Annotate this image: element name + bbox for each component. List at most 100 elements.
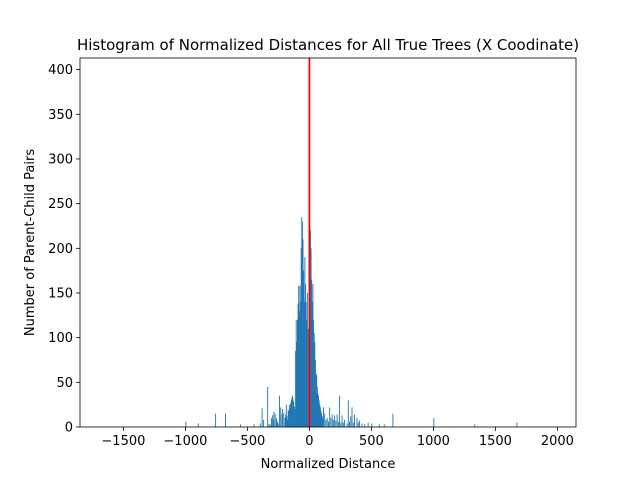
x-tick-label: 2000	[541, 434, 574, 449]
histogram-bar	[329, 407, 331, 427]
histogram-bar	[322, 418, 324, 427]
histogram-bar	[319, 404, 321, 427]
histogram-bar	[303, 301, 305, 427]
histogram-bar	[367, 422, 369, 427]
histogram-bar	[272, 415, 274, 427]
histogram-bar	[304, 257, 306, 427]
histogram-bar	[317, 393, 319, 427]
histogram-bar	[299, 285, 301, 427]
histogram-bar	[295, 319, 297, 427]
histogram-bar	[321, 413, 323, 427]
histogram-bar	[288, 410, 290, 427]
x-tick-label: 1000	[417, 434, 450, 449]
histogram-bar	[298, 285, 300, 427]
histogram-bar	[342, 422, 344, 427]
histogram-bar	[332, 419, 334, 427]
y-tick-label: 400	[48, 63, 73, 78]
histogram-bar	[297, 303, 299, 427]
y-tick-label: 300	[48, 152, 73, 167]
histogram-bar	[354, 414, 355, 427]
histogram-bar	[269, 424, 271, 427]
x-tick-label: −1000	[163, 434, 207, 449]
y-tick-label: 350	[48, 108, 73, 123]
histogram-bar	[274, 413, 276, 427]
y-tick-label: 100	[48, 331, 73, 346]
histogram-bar	[371, 423, 373, 427]
histogram-bar	[280, 407, 282, 427]
histogram-bar	[316, 386, 318, 427]
histogram-bar	[303, 270, 305, 427]
histogram-bar	[300, 301, 301, 427]
histogram-bar	[294, 409, 296, 427]
histogram-bar	[311, 301, 313, 427]
histogram-bar	[318, 400, 320, 427]
histogram-bar	[305, 301, 307, 427]
histogram-bar	[283, 412, 285, 427]
histogram-bar	[306, 319, 308, 427]
x-tick-label: 500	[359, 434, 384, 449]
histogram-bar	[289, 408, 291, 427]
chart-title: Histogram of Normalized Distances for Al…	[77, 36, 579, 54]
y-tick-label: 200	[48, 242, 73, 257]
histogram-bar	[313, 333, 315, 427]
histogram-bar	[225, 413, 226, 427]
histogram-bar	[301, 221, 303, 427]
histogram-bar	[314, 342, 316, 427]
histogram-bar	[197, 423, 199, 427]
histogram-bar	[323, 407, 324, 427]
axes: −1500 −1000 −500 0 500 1000 1500 2000 0 50 100 150 2…	[48, 57, 577, 449]
histogram-bar	[292, 395, 293, 427]
histogram-bar	[359, 420, 360, 427]
histogram-bar	[278, 423, 280, 427]
histogram-bar	[318, 395, 319, 427]
histogram-bar	[285, 414, 287, 427]
histogram-bar	[300, 248, 302, 427]
histogram-bar	[331, 414, 333, 427]
histogram-bar	[313, 319, 315, 427]
histogram-bar	[340, 422, 342, 427]
histogram-bar	[363, 424, 365, 427]
histogram-bar	[378, 424, 380, 427]
histogram-bar	[306, 292, 308, 427]
x-axis-title: Normalized Distance	[261, 457, 396, 472]
histogram-bar	[319, 407, 321, 427]
histogram-bar	[268, 424, 270, 427]
histogram-bar	[474, 424, 476, 427]
histogram-bar	[316, 375, 318, 427]
histogram-bar	[282, 409, 284, 427]
histogram-bar	[347, 400, 349, 427]
histogram-bar	[325, 419, 327, 427]
histogram-bar	[279, 395, 280, 427]
histogram-bar	[261, 408, 263, 427]
y-tick-label: 50	[56, 376, 73, 391]
histogram-bar	[315, 373, 317, 427]
histogram-bar	[433, 418, 435, 427]
histogram-bar	[310, 248, 312, 427]
histogram-bar	[356, 418, 358, 427]
histogram-bar	[361, 423, 363, 427]
histogram-bar	[287, 419, 288, 427]
histogram-bar	[185, 421, 187, 427]
histogram-bar	[314, 359, 316, 427]
plot-frame	[79, 57, 577, 428]
histogram-bar	[350, 416, 352, 427]
histogram-bar	[262, 419, 264, 427]
histogram-bar	[346, 423, 348, 427]
histogram-bar	[296, 342, 298, 427]
histogram-bar	[275, 418, 277, 427]
histogram-bar	[321, 416, 323, 427]
histogram-bar	[288, 404, 290, 427]
histogram-bar	[273, 411, 275, 427]
x-tick-label: 0	[305, 434, 313, 449]
x-tick-label: 1500	[479, 434, 512, 449]
histogram-bar	[349, 421, 350, 427]
histogram-bar	[276, 420, 278, 427]
histogram-bar	[290, 400, 292, 427]
histogram-bar	[339, 395, 341, 427]
histogram-bar	[516, 422, 518, 427]
histogram-bar	[291, 397, 293, 427]
histogram-bar	[285, 404, 287, 427]
histogram-bar	[310, 230, 311, 427]
histogram-bar	[297, 319, 298, 427]
